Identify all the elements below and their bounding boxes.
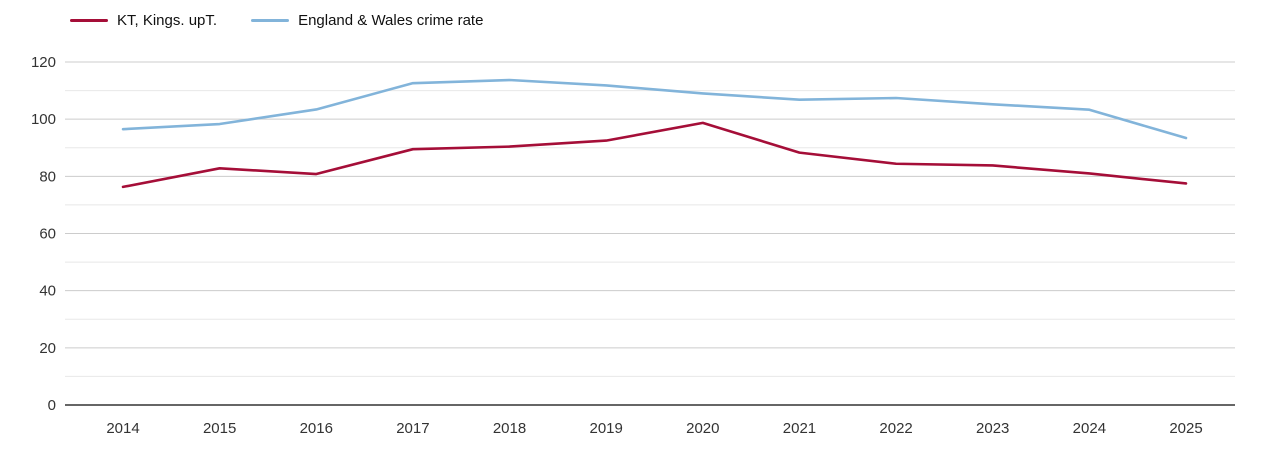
- legend-item-england-wales[interactable]: England & Wales crime rate: [251, 13, 483, 28]
- y-axis-tick-label: 80: [39, 168, 56, 185]
- series-line-1: [121, 78, 1188, 140]
- legend-swatch-england-wales: [251, 19, 290, 22]
- chart-legend: KT, Kings. upT. England & Wales crime ra…: [70, 13, 483, 28]
- y-axis-tick-label: 20: [39, 340, 56, 357]
- y-axis-tick-label: 120: [31, 54, 56, 71]
- legend-label-kt-kings-upt: KT, Kings. upT.: [117, 12, 218, 29]
- x-axis-tick-label: 2014: [106, 420, 139, 437]
- legend-label-england-wales: England & Wales crime rate: [298, 12, 484, 29]
- y-axis-tick-label: 40: [39, 283, 56, 300]
- x-axis-tick-label: 2018: [493, 420, 526, 437]
- x-axis-tick-label: 2021: [783, 420, 816, 437]
- y-axis-tick-label: 60: [39, 226, 56, 243]
- x-axis-tick-label: 2015: [203, 420, 236, 437]
- legend-swatch-kt-kings-upt: [70, 19, 108, 22]
- x-axis-tick-label: 2025: [1169, 420, 1202, 437]
- x-axis-tick-label: 2017: [396, 420, 429, 437]
- x-axis-tick-label: 2020: [686, 420, 719, 437]
- y-axis-tick-label: 0: [48, 397, 56, 414]
- legend-item-kt-kings-upt[interactable]: KT, Kings. upT.: [70, 13, 217, 28]
- x-axis-tick-label: 2019: [589, 420, 622, 437]
- x-axis-tick-label: 2024: [1073, 420, 1106, 437]
- series-line-0: [121, 121, 1188, 189]
- y-axis-tick-label: 100: [31, 111, 56, 128]
- x-axis-tick-label: 2022: [879, 420, 912, 437]
- x-axis-tick-label: 2023: [976, 420, 1009, 437]
- x-axis-tick-label: 2016: [300, 420, 333, 437]
